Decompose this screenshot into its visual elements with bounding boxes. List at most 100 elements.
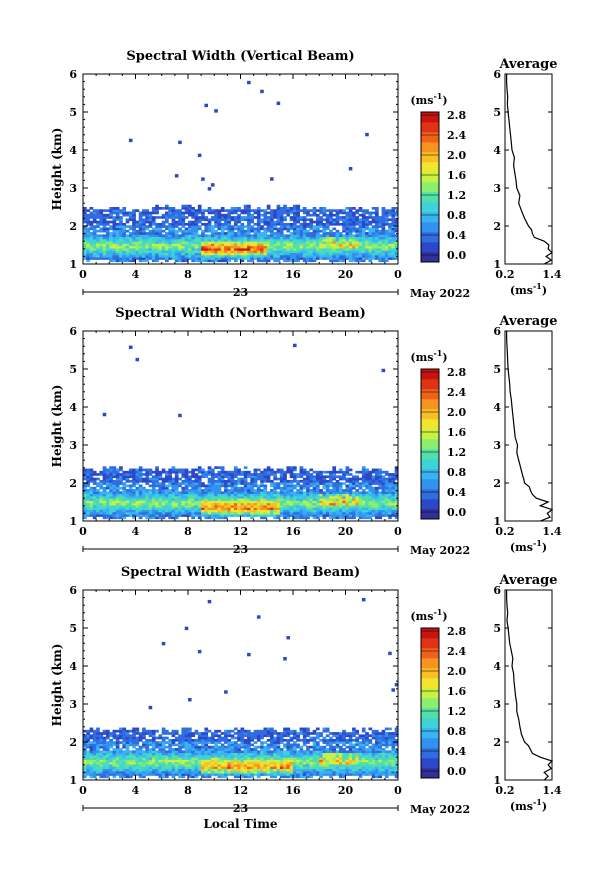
heatmap-cell	[358, 232, 363, 235]
heatmap-cell	[302, 505, 307, 508]
heatmap-cell	[384, 220, 389, 224]
heatmap-cell	[119, 477, 123, 481]
heatmap-cell	[230, 250, 235, 253]
heatmap-cell	[260, 479, 264, 483]
heatmap-cell	[338, 509, 343, 513]
heatmap-cell	[388, 229, 392, 233]
heatmap-cell	[365, 498, 369, 501]
heatmap-cell	[210, 218, 215, 222]
heatmap-cell	[348, 493, 353, 497]
heatmap-cell	[83, 498, 87, 501]
heatmap-cell	[194, 254, 199, 258]
heatmap-cell	[296, 479, 300, 483]
heatmap-cell	[335, 250, 340, 253]
heatmap-cell	[132, 468, 136, 472]
heatmap-cell	[325, 489, 330, 492]
heatmap-cell	[128, 511, 133, 515]
heatmap-cell	[119, 248, 123, 251]
heatmap-cell	[279, 509, 284, 513]
heatmap-cell	[335, 211, 340, 215]
heatmap-cell	[296, 259, 300, 263]
heatmap-cell	[312, 486, 317, 490]
heatmap-cell	[158, 773, 163, 776]
heatmap-cell	[132, 498, 136, 501]
heatmap-cell	[165, 761, 169, 765]
heatmap-cell	[361, 514, 366, 517]
heatmap-cell	[207, 254, 212, 258]
heatmap-cell	[112, 764, 117, 767]
heatmap-cell	[148, 761, 153, 765]
heatmap-cell	[315, 216, 320, 219]
heatmap-cell	[375, 250, 379, 253]
heatmap-cell	[142, 252, 146, 256]
heatmap-cell	[394, 514, 399, 517]
heatmap-cell	[168, 479, 172, 483]
colorbar-swatch	[421, 112, 439, 123]
heatmap-cell	[325, 238, 330, 242]
heatmap-cell	[207, 507, 212, 510]
heatmap-cell	[286, 252, 291, 256]
heatmap-cell	[253, 505, 258, 508]
heatmap-cell	[178, 259, 182, 263]
heatmap-cell	[132, 245, 136, 249]
heatmap-cell	[142, 243, 146, 247]
heatmap-cell	[253, 232, 258, 235]
heatmap-cell	[371, 482, 376, 485]
heatmap-cell	[171, 511, 176, 515]
heatmap-cell	[289, 241, 294, 244]
heatmap-cell	[338, 470, 343, 474]
heatmap-cell	[361, 482, 366, 485]
heatmap-cell	[296, 207, 300, 210]
heatmap-cell	[260, 257, 264, 260]
heatmap-cell	[256, 216, 261, 219]
heatmap-cell	[115, 250, 120, 253]
heatmap-cell	[119, 516, 123, 520]
heatmap-cell	[125, 229, 130, 233]
heatmap-cell	[247, 220, 251, 224]
heatmap-cell	[102, 475, 107, 479]
heatmap-cell	[112, 207, 117, 210]
heatmap-cell	[381, 211, 386, 215]
heatmap-cell	[115, 745, 120, 749]
heatmap-cell	[181, 750, 186, 754]
heatmap-cell	[358, 484, 363, 488]
heatmap-cell	[378, 479, 382, 483]
heatmap-cell	[227, 222, 232, 226]
heatmap-cell	[371, 225, 376, 228]
heatmap-cell	[299, 248, 304, 251]
heatmap-cell	[184, 209, 189, 212]
heatmap-cell	[243, 204, 248, 208]
heatmap-cell	[220, 507, 225, 510]
heatmap-cell	[142, 507, 146, 510]
heatmap-cell	[151, 743, 156, 747]
heatmap-cell	[394, 491, 399, 495]
heatmap-cell	[99, 743, 104, 747]
heatmap-cell	[266, 505, 271, 508]
heatmap-cell	[171, 764, 176, 767]
heatmap-cell	[289, 254, 294, 258]
heatmap-cell	[178, 227, 182, 231]
heatmap-cell	[230, 470, 235, 474]
heatmap-cell	[178, 218, 182, 222]
heatmap-cell	[279, 473, 284, 476]
heatmap-cell	[247, 491, 251, 495]
heatmap-cell	[86, 514, 90, 517]
heatmap-cell	[250, 473, 255, 476]
heatmap-cell	[174, 479, 179, 483]
heatmap-cell	[174, 259, 179, 263]
heatmap-cell	[348, 211, 353, 215]
heatmap-cell	[125, 238, 130, 242]
heatmap-cell	[266, 493, 271, 497]
heatmap-cell	[247, 511, 251, 515]
heatmap-cell	[109, 234, 113, 238]
heatmap-cell	[220, 493, 225, 497]
heatmap-cell	[151, 761, 156, 765]
heatmap-cell	[224, 234, 228, 238]
heatmap-cell	[102, 759, 107, 763]
heatmap-cell	[145, 732, 150, 735]
heatmap-cell	[128, 775, 133, 779]
heatmap-cell	[194, 229, 199, 233]
heatmap-cell	[112, 241, 117, 244]
heatmap-cell	[89, 479, 94, 483]
heatmap-cell	[270, 511, 274, 515]
